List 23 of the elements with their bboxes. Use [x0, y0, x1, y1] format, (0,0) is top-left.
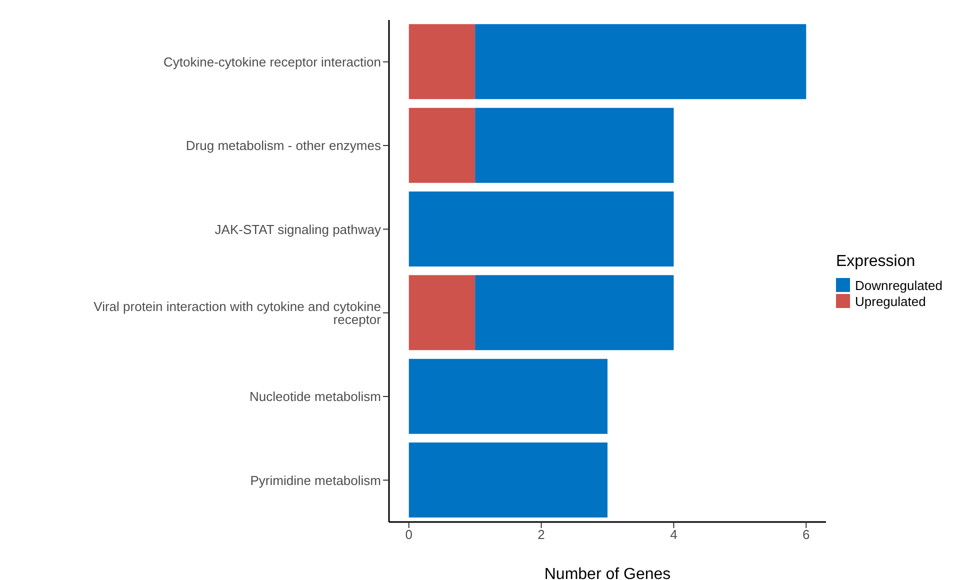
- y-tick-label: Drug metabolism - other enzymes: [186, 138, 382, 154]
- x-tick-label: 2: [538, 527, 545, 542]
- legend-title: Expression: [836, 253, 916, 271]
- x-tick-label: 6: [802, 527, 810, 542]
- y-tick-label: JAK-STAT signaling pathway: [214, 222, 382, 237]
- y-tick-label: Viral protein interaction with cytokine and cytokine receptor: [94, 298, 382, 327]
- bar: [408, 24, 476, 100]
- bar: [475, 24, 806, 100]
- x-tick-label: 0: [405, 527, 412, 542]
- y-tick-label: Nucleotide metabolism: [249, 389, 381, 404]
- bar: [408, 442, 608, 518]
- y-tick-label: Cytokine-cytokine receptor interaction: [164, 54, 381, 70]
- x-tick-label: 4: [670, 527, 678, 542]
- bar: [408, 275, 476, 350]
- bar: [408, 108, 476, 183]
- legend-label: Upregulated: [855, 294, 926, 308]
- y-tick-label: Pyrimidine metabolism: [250, 472, 381, 488]
- legend-label: Downregulated: [855, 278, 942, 292]
- bar: [475, 108, 674, 183]
- bar: [408, 192, 674, 267]
- x-axis-title: Number of Genes: [543, 566, 672, 580]
- bar: [475, 275, 674, 350]
- bar: [408, 358, 608, 434]
